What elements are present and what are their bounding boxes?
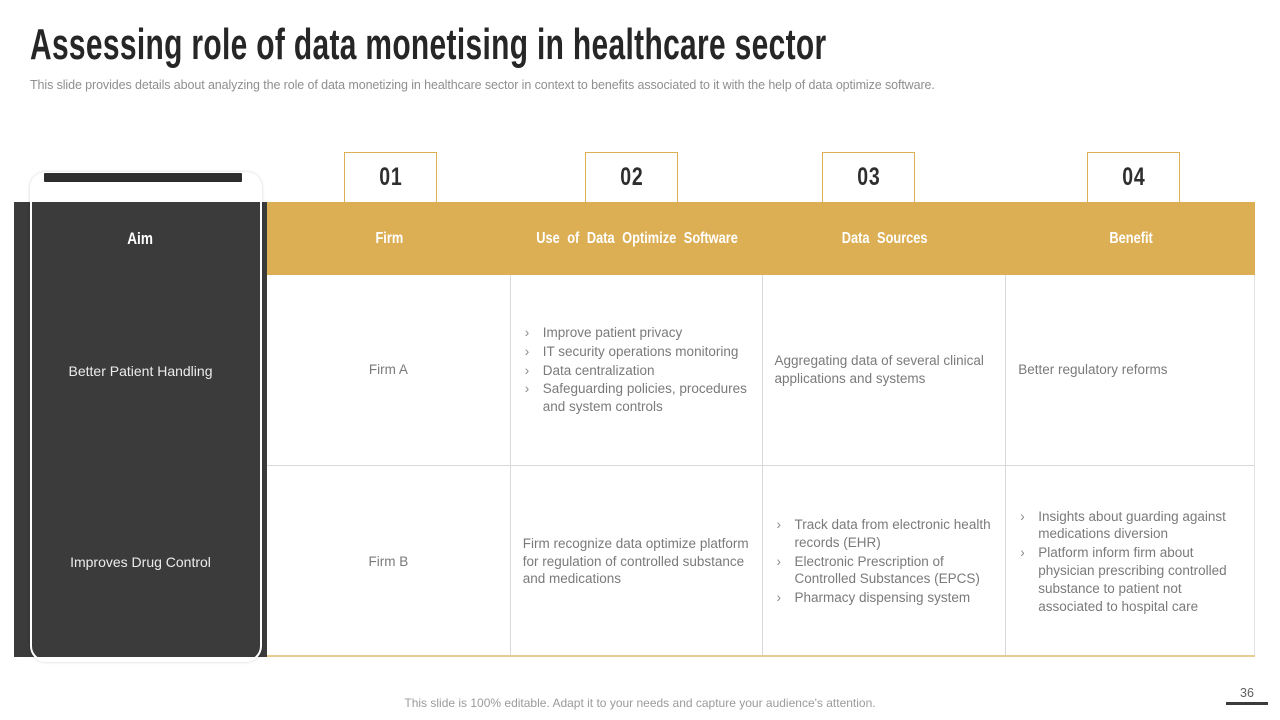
- number-badge-03: 03: [822, 152, 915, 202]
- footer-note: This slide is 100% editable. Adapt it to…: [404, 696, 876, 710]
- bullet-item: › Data centralization: [523, 362, 750, 380]
- column-header-benefit: Benefit: [1007, 202, 1255, 275]
- bullet-text: Safeguarding policies, procedures and sy…: [542, 381, 747, 415]
- bullet-item: › Platform inform firm about physician pr…: [1018, 544, 1242, 615]
- bullet-item: › Electronic Prescription of Controlled S…: [775, 553, 994, 589]
- column-header-use-of-software: Use of Data Optimize Software: [511, 202, 763, 275]
- bullet-text: Insights about guarding against medicati…: [1038, 508, 1226, 542]
- cell-row1-firm: Firm A: [267, 275, 511, 465]
- badge-01-label: 01: [378, 163, 403, 191]
- table-row-2: Firm B Firm recognize data optimize plat…: [267, 466, 1254, 657]
- page-number-block: 36: [1226, 686, 1268, 705]
- table-row-1: Firm A › Improve patient privacy › IT secur…: [267, 275, 1254, 466]
- table-bottom-accent-line: [267, 655, 1255, 657]
- bullet-text: IT security operations monitoring: [542, 343, 739, 359]
- bullet-item: › Track data from electronic health recor…: [775, 516, 994, 552]
- number-badge-02: 02: [585, 152, 678, 202]
- cell-text: Better regulatory reforms: [1018, 362, 1168, 378]
- chevron-bullet-icon: ›: [1020, 508, 1025, 524]
- slide-subtitle: This slide provides details about analyz…: [30, 78, 935, 92]
- chevron-bullet-icon: ›: [776, 516, 782, 532]
- bullet-text: Data centralization: [542, 362, 655, 378]
- cell-text: Firm recognize data optimize platform fo…: [522, 535, 749, 587]
- chevron-bullet-icon: ›: [776, 553, 782, 569]
- cell-row1-use-of-software: › Improve patient privacy › IT security ope…: [511, 275, 763, 465]
- column-header-firm-label: Firm: [375, 229, 403, 247]
- chevron-bullet-icon: ›: [524, 324, 530, 340]
- column-header-benefit-label: Benefit: [1109, 229, 1153, 247]
- badge-02-label: 02: [619, 163, 644, 191]
- cell-row2-firm: Firm B: [267, 466, 511, 657]
- bullet-list: › Improve patient privacy › IT security ope…: [523, 323, 750, 417]
- phone-speaker-bar: [44, 173, 242, 182]
- bullet-text: Electronic Prescription of Controlled Su…: [794, 553, 980, 587]
- bullet-list: › Insights about guarding against medicat…: [1018, 507, 1242, 617]
- bullet-list: › Track data from electronic health recor…: [775, 515, 994, 608]
- slide-title: Assessing role of data monetising in hea…: [30, 20, 827, 69]
- bullet-item: › Insights about guarding against medicat…: [1018, 508, 1242, 544]
- cell-row2-benefit: › Insights about guarding against medicat…: [1006, 466, 1254, 657]
- column-header-data-sources-label: Data Sources: [842, 229, 928, 247]
- aim-column-panel: Aim Better Patient Handling Improves Dru…: [14, 202, 267, 657]
- chevron-bullet-icon: ›: [524, 381, 530, 397]
- number-badge-04: 04: [1087, 152, 1180, 202]
- column-header-firm: Firm: [267, 202, 511, 275]
- cell-row1-benefit: Better regulatory reforms: [1006, 275, 1254, 465]
- aim-header-label: Aim: [127, 228, 154, 248]
- page-number: 36: [1240, 686, 1254, 700]
- column-header-data-sources: Data Sources: [763, 202, 1007, 275]
- chevron-bullet-icon: ›: [524, 343, 530, 359]
- bullet-text: Track data from electronic health record…: [794, 516, 991, 550]
- table-body: Firm A › Improve patient privacy › IT secur…: [267, 275, 1255, 657]
- badge-04-label: 04: [1121, 163, 1146, 191]
- bullet-item: › IT security operations monitoring: [523, 343, 750, 361]
- bullet-item: › Safeguarding policies, procedures and s…: [523, 380, 750, 416]
- column-header-use-of-software-label: Use of Data Optimize Software: [536, 229, 738, 247]
- chevron-bullet-icon: ›: [1020, 545, 1025, 561]
- table-header-row: Firm Use of Data Optimize Software Data …: [267, 202, 1255, 275]
- chevron-bullet-icon: ›: [524, 362, 530, 378]
- aim-row-label-1: Better Patient Handling: [68, 362, 213, 379]
- chevron-bullet-icon: ›: [776, 590, 782, 606]
- bullet-text: Platform inform firm about physician pre…: [1038, 545, 1227, 614]
- page-number-underline: [1226, 702, 1268, 705]
- bullet-item: › Improve patient privacy: [523, 324, 750, 342]
- aim-column-header: Aim: [14, 202, 267, 275]
- badge-03-label: 03: [856, 163, 881, 191]
- bullet-text: Pharmacy dispensing system: [794, 590, 971, 606]
- cell-text: Aggregating data of several clinical app…: [774, 353, 984, 386]
- cell-row2-use-of-software: Firm recognize data optimize platform fo…: [511, 466, 763, 657]
- cell-row1-data-sources: Aggregating data of several clinical app…: [763, 275, 1007, 465]
- cell-row2-data-sources: › Track data from electronic health recor…: [763, 466, 1007, 657]
- bullet-item: › Pharmacy dispensing system: [775, 589, 994, 607]
- number-badge-01: 01: [344, 152, 437, 202]
- aim-row-label-2: Improves Drug Control: [70, 553, 211, 570]
- bullet-text: Improve patient privacy: [542, 324, 683, 340]
